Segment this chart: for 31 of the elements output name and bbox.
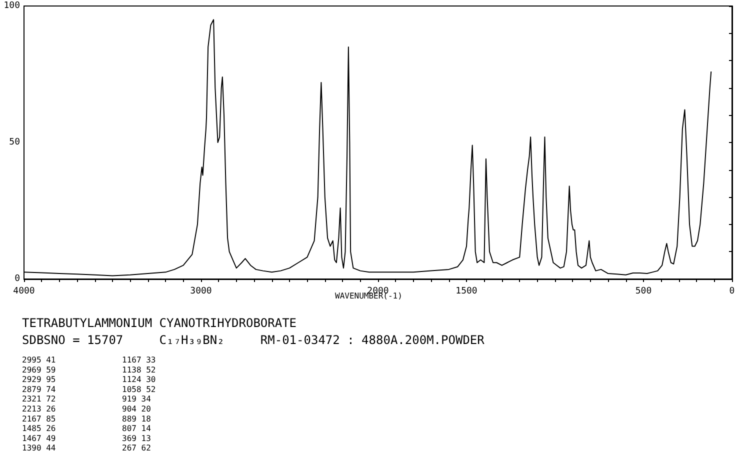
text: 2879 74 [22, 384, 56, 394]
text: 904 20 [122, 404, 152, 414]
text: 807 14 [122, 424, 152, 434]
x-tick-label: 1500 [456, 286, 478, 296]
text: 2995 41 [22, 356, 56, 364]
text: 2929 95 [22, 375, 56, 384]
text: 889 18 [122, 414, 152, 424]
text: SDBSNO = 15707 C₁₇H₃₉BN₂ RM-01-03472 : 4880A.200M.POWDER [22, 333, 486, 347]
y-tick-label: 0 [14, 274, 20, 284]
y-tick-label: 100 [4, 1, 20, 11]
x-tick-label: 0 [729, 286, 735, 296]
text: 1390 44 [22, 444, 56, 453]
text: 2167 85 [22, 414, 56, 424]
x-axis-title: WAVENUMBER(-1) [335, 292, 402, 300]
text: 2213 26 [22, 404, 56, 414]
text: TETRABUTYLAMMONIUM CYANOTRIHYDROBORATE [22, 316, 297, 330]
text: 1467 49 [22, 434, 56, 443]
text: 2969 59 [22, 365, 56, 374]
text: 1485 26 [22, 424, 56, 434]
text: 1058 52 [122, 384, 156, 394]
x-tick-label: 3000 [190, 286, 212, 296]
text: 1138 52 [122, 365, 156, 374]
text: 1167 33 [122, 356, 156, 364]
x-tick-label: 4000 [13, 286, 35, 296]
text: 2321 72 [22, 394, 56, 404]
y-tick-label: 50 [9, 138, 20, 148]
text: 1124 30 [122, 375, 156, 384]
text: 267 62 [122, 444, 152, 453]
text: 919 34 [122, 394, 152, 404]
text: 369 13 [122, 434, 152, 443]
x-tick-label: 500 [635, 286, 652, 296]
